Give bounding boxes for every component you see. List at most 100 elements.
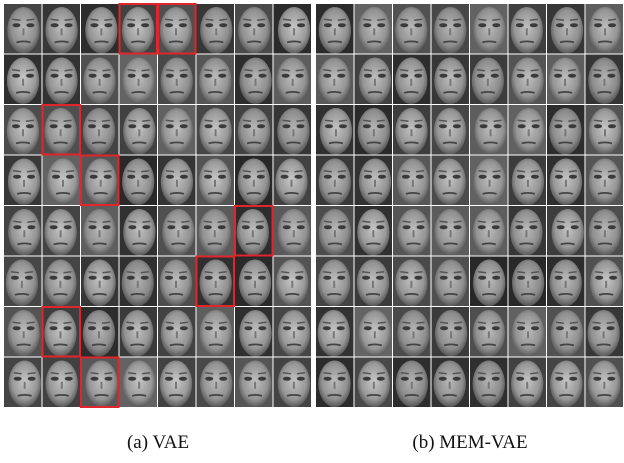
face-mouth [561,243,575,244]
face-eye [362,225,370,229]
face-brow [65,70,73,71]
face-image [586,156,624,206]
face-eye [52,175,60,179]
face-mouth [404,294,418,295]
face-image [547,4,585,54]
face-brow [180,70,188,71]
face-image [586,55,624,105]
face-image [274,257,312,307]
face-eye [296,74,304,78]
face-eye [218,74,226,78]
face-mouth [287,395,301,396]
face-brow [166,322,174,323]
face-eye [27,225,35,229]
face-mouth [53,344,67,345]
face-mouth [560,41,574,42]
face-eye [180,74,188,78]
face-mouth [171,243,185,244]
face-brow [478,221,486,222]
face-brow [454,322,462,323]
face-brow [325,120,333,121]
face-brow [608,221,616,222]
face-image [547,358,585,408]
face-brow [205,19,213,20]
face-eye [417,225,425,229]
face-mouth [248,344,262,345]
face-brow [402,171,410,172]
face-image [4,55,42,105]
face-brow [517,322,525,323]
face-eye [90,23,98,27]
face-eye [594,175,602,179]
face-eye [205,377,213,381]
face-eye [11,276,19,280]
face-mouth [208,193,222,194]
face-mouth [521,344,535,345]
face-image [274,55,312,105]
face-eye [204,74,212,78]
face-image [4,358,42,408]
face-brow [52,171,60,172]
face-mouth [483,193,497,194]
face-brow [13,171,21,172]
face-image [470,156,508,206]
face-image [547,55,585,105]
face-mouth [209,395,223,396]
face-brow [492,322,500,323]
face-brow [531,171,539,172]
face-eye [323,276,331,280]
face-image [274,4,312,54]
face-image [274,206,312,256]
face-mouth [597,92,611,93]
face-mouth [208,92,222,93]
face-image [235,156,273,206]
face-mouth [170,344,184,345]
face-brow [517,171,525,172]
face-eye [376,225,384,229]
face-eye [282,74,290,78]
face-mouth [558,142,572,143]
face-eye [516,23,524,27]
face-mouth [328,193,342,194]
face-eye [205,124,213,128]
face-brow [142,120,150,121]
face-eye [453,23,461,27]
face-eye [297,23,305,27]
face-eye [517,175,525,179]
face-brow [243,120,251,121]
face-brow [478,272,486,273]
face-image [120,307,158,357]
face-brow [90,19,98,20]
face-brow [295,272,303,273]
face-eye [141,276,149,280]
face-brow [338,373,346,374]
face-eye [324,377,332,381]
face-eye [128,124,136,128]
face-image [4,206,42,256]
face-brow [218,171,226,172]
face-eye [64,225,72,229]
face-image [120,206,158,256]
face-eye [492,326,500,330]
face-eye [364,175,372,179]
face-mouth [248,294,262,295]
face-image [316,156,354,206]
face-image [235,206,273,256]
face-mouth [208,243,222,244]
face-mouth [368,92,382,93]
face-mouth [53,294,67,295]
face-eye [478,326,486,330]
face-brow [281,272,289,273]
face-image [432,105,470,155]
face-eye [165,377,173,381]
face-image [120,257,158,307]
face-mouth [132,142,146,143]
face-brow [181,221,189,222]
face-grid [4,4,311,407]
face-mouth [482,243,496,244]
face-eye [517,74,525,78]
face-brow [282,70,290,71]
face-eye [400,276,408,280]
face-brow [338,19,346,20]
face-brow [11,272,19,273]
